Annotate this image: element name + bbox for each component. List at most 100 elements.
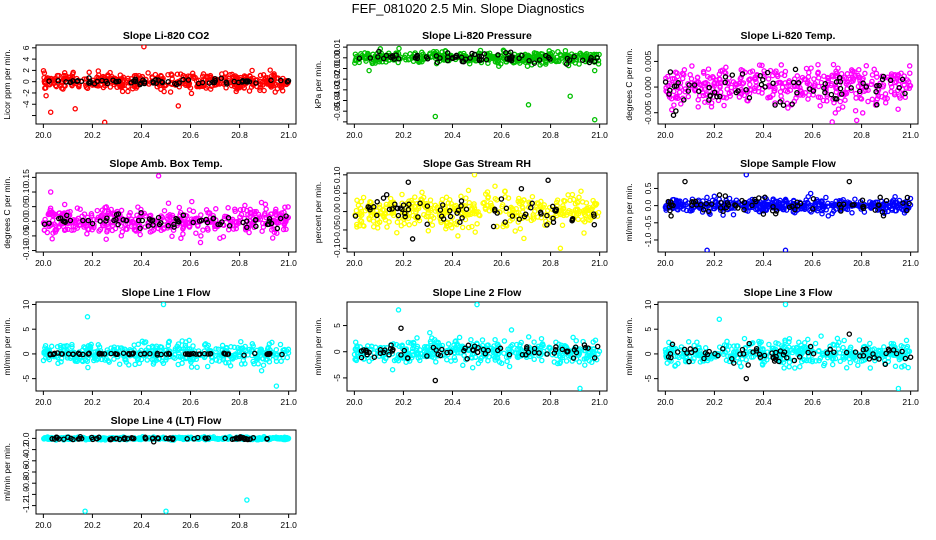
series-point — [427, 197, 434, 203]
series-point — [65, 226, 71, 233]
reference-point — [544, 222, 550, 228]
y-tick-label: -0.6 — [21, 464, 31, 479]
reference-point — [509, 213, 516, 219]
series-point — [751, 85, 757, 92]
reference-point — [458, 203, 464, 209]
reference-point — [722, 79, 728, 86]
reference-point — [94, 78, 101, 85]
x-tick-label: 20.6 — [182, 130, 199, 140]
reference-point — [158, 351, 164, 358]
series-point — [411, 220, 418, 227]
series-point — [260, 356, 266, 362]
y-tick-label: -2 — [21, 89, 31, 97]
series-point — [260, 362, 267, 368]
series-point — [128, 216, 135, 222]
reference-point — [824, 350, 831, 356]
reference-point — [716, 192, 723, 198]
reference-point — [564, 348, 570, 354]
reference-point — [240, 219, 246, 226]
reference-point — [666, 91, 672, 97]
reference-point — [856, 88, 863, 95]
reference-point — [879, 76, 886, 83]
series-point — [462, 211, 469, 218]
series-point — [358, 198, 365, 205]
series-point — [258, 199, 265, 206]
series-point — [782, 80, 788, 86]
series-point — [160, 360, 167, 367]
reference-point — [444, 57, 451, 64]
reference-point — [537, 209, 544, 216]
series-point — [125, 88, 131, 95]
y-axis-label: ml/min per min. — [313, 317, 323, 375]
series-point — [242, 360, 248, 367]
series-point — [469, 364, 476, 371]
x-tick-label: 20.8 — [853, 130, 870, 140]
series-point — [557, 360, 563, 367]
series-point — [455, 233, 461, 239]
series-point — [844, 199, 851, 205]
reference-point — [482, 350, 489, 357]
series-point — [815, 70, 821, 77]
series-point — [58, 359, 64, 365]
series-point — [445, 341, 452, 347]
series-point — [824, 98, 830, 104]
series-point — [772, 85, 778, 92]
series-point — [691, 355, 697, 362]
series-point — [425, 228, 432, 234]
reference-point — [772, 356, 779, 362]
series-point — [468, 336, 474, 343]
series-point — [84, 214, 91, 221]
series-point — [778, 62, 785, 68]
series-point — [174, 71, 181, 77]
series-point — [855, 362, 861, 369]
series-point — [875, 347, 882, 354]
series-point — [817, 94, 824, 101]
series-point — [266, 359, 273, 365]
series-point — [485, 195, 491, 201]
series-point — [401, 220, 407, 227]
series-point — [805, 200, 812, 207]
reference-point — [165, 223, 172, 229]
scatter-panel-3: Slope Li-820 Temp.20.0 20.2 20.4 20.6 20.8 21… — [624, 30, 919, 140]
reference-point — [849, 202, 856, 208]
series-point — [107, 69, 113, 76]
reference-point — [507, 49, 514, 55]
reference-point — [859, 197, 866, 203]
series-point — [678, 101, 684, 107]
series-point — [203, 207, 210, 213]
series-point — [586, 353, 593, 359]
series-point — [384, 224, 390, 230]
y-tick-label: 2 — [21, 68, 31, 73]
y-tick-label: -0.05 — [332, 101, 342, 121]
panel-title: Slope Li-820 Pressure — [422, 30, 532, 42]
series-point — [803, 65, 810, 72]
x-tick-label: 20.0 — [35, 258, 52, 268]
plot-frame — [346, 44, 608, 125]
series-point — [825, 213, 832, 219]
series-point — [282, 204, 288, 210]
reference-point — [857, 353, 863, 359]
series-point — [672, 362, 679, 369]
reference-point — [383, 191, 390, 198]
series-point — [431, 354, 437, 361]
x-tick-label: 20.0 — [35, 130, 52, 140]
x-tick-label: 20.8 — [231, 130, 248, 140]
series-point — [534, 200, 540, 206]
series-point — [907, 83, 914, 89]
series-point — [120, 74, 127, 81]
series-point — [825, 77, 831, 84]
reference-point — [225, 215, 232, 221]
series-point — [246, 346, 253, 353]
reference-point — [714, 93, 720, 100]
series-point — [708, 100, 715, 106]
y-tick-label: -0.01 — [332, 59, 342, 79]
series-point — [890, 199, 896, 205]
y-tick-label: -0.03 — [332, 80, 342, 100]
reference-point — [786, 204, 793, 210]
reference-point — [544, 212, 550, 219]
reference-point — [707, 93, 713, 99]
x-tick-label: 21.0 — [280, 130, 297, 140]
reference-point — [224, 81, 230, 87]
series-point — [91, 353, 97, 359]
series-point — [414, 335, 420, 341]
